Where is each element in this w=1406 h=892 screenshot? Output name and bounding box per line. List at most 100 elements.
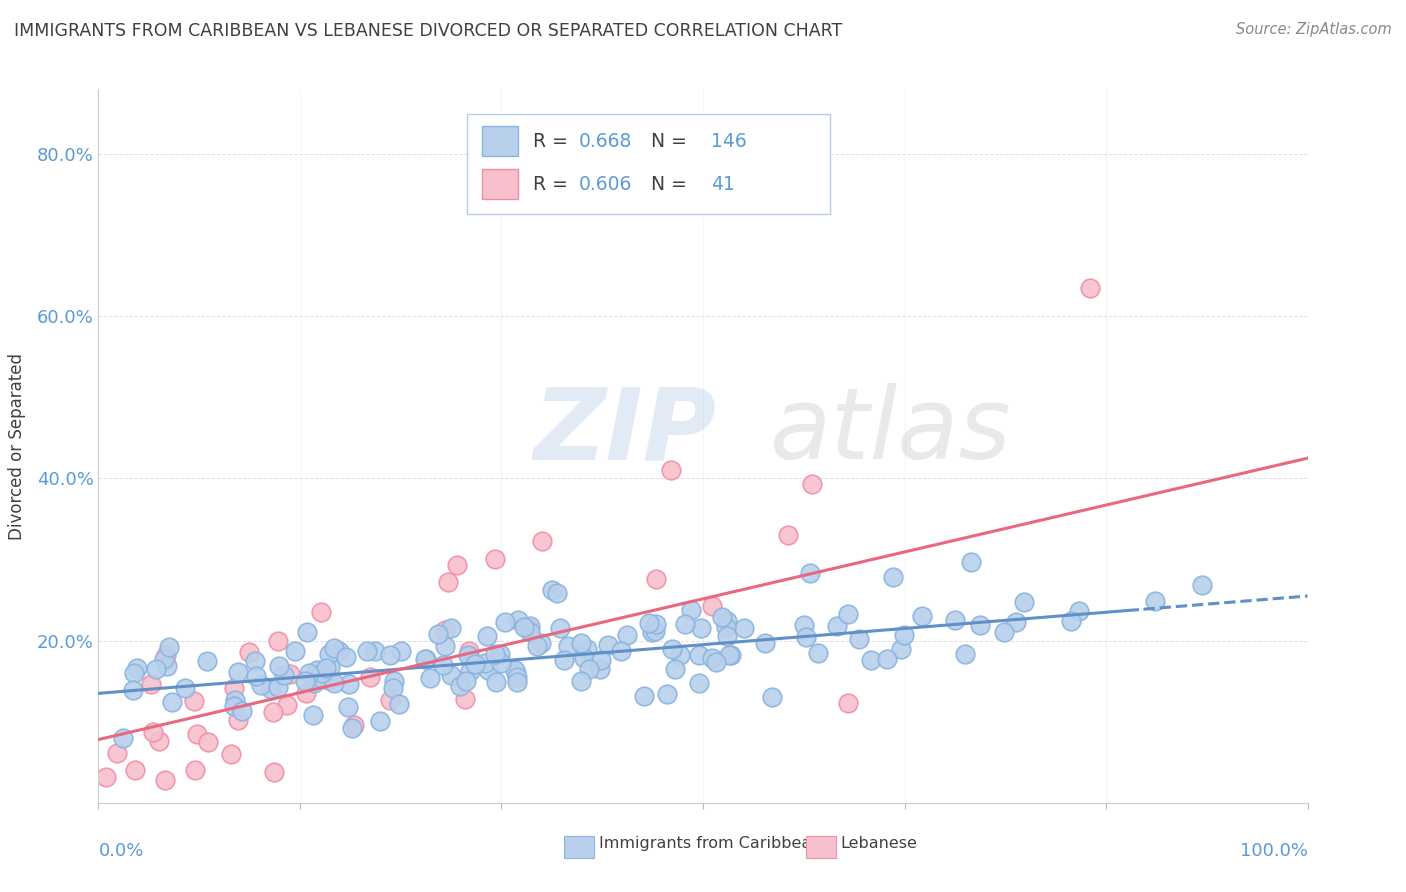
Point (142, 725, 165, 739)
Point (157, 640, 180, 654)
Point (1005, 615, 1028, 630)
Point (494, 615, 516, 629)
Point (183, 694, 205, 708)
Point (122, 683, 145, 698)
Point (733, 621, 755, 635)
Point (319, 659, 342, 673)
Point (548, 621, 571, 635)
Text: Source: ZipAtlas.com: Source: ZipAtlas.com (1236, 22, 1392, 37)
Point (506, 675, 529, 690)
Point (505, 666, 527, 681)
Point (557, 639, 579, 653)
Point (141, 677, 163, 691)
Point (485, 675, 508, 690)
Point (231, 704, 253, 718)
Point (262, 705, 284, 719)
Point (457, 648, 479, 662)
FancyBboxPatch shape (482, 127, 517, 156)
Point (702, 651, 724, 665)
Point (343, 718, 366, 732)
Point (519, 619, 541, 633)
Point (195, 654, 218, 668)
Point (688, 675, 710, 690)
Point (432, 658, 454, 673)
Point (610, 644, 633, 658)
Point (526, 639, 548, 653)
Text: R =: R = (533, 175, 574, 194)
Point (145, 662, 167, 676)
Point (153, 652, 176, 666)
Point (263, 764, 285, 779)
Point (1067, 604, 1090, 618)
Point (440, 621, 463, 635)
Point (882, 570, 904, 584)
Point (589, 653, 612, 667)
Point (222, 681, 245, 696)
Point (295, 686, 318, 700)
Point (572, 651, 595, 665)
Point (380, 648, 402, 662)
Point (717, 648, 740, 662)
Point (238, 645, 260, 659)
Point (673, 616, 696, 631)
Point (801, 477, 824, 491)
Point (475, 629, 498, 643)
Point (148, 734, 170, 748)
FancyBboxPatch shape (482, 169, 517, 199)
Point (943, 613, 966, 627)
Point (449, 679, 471, 693)
Point (716, 614, 738, 628)
Point (589, 662, 612, 676)
Point (664, 662, 686, 676)
Point (364, 644, 387, 658)
Point (127, 661, 149, 675)
Point (370, 714, 392, 729)
Point (315, 661, 337, 675)
Point (312, 673, 335, 687)
Point (529, 635, 551, 649)
Point (226, 665, 249, 679)
Text: Lebanese: Lebanese (841, 836, 918, 851)
Point (273, 668, 295, 682)
Point (669, 648, 692, 662)
Point (484, 552, 506, 566)
Point (437, 574, 460, 589)
Point (302, 707, 325, 722)
Text: 41: 41 (711, 175, 735, 194)
Point (356, 644, 378, 658)
Point (876, 651, 898, 665)
Point (94, 770, 117, 784)
Point (446, 558, 468, 572)
Point (269, 658, 291, 673)
Text: 146: 146 (711, 132, 747, 151)
Point (318, 673, 340, 688)
Point (337, 677, 360, 691)
Point (688, 648, 710, 662)
Point (340, 721, 363, 735)
Text: 100.0%: 100.0% (1240, 842, 1308, 860)
Point (378, 692, 401, 706)
Point (716, 620, 738, 634)
Text: IMMIGRANTS FROM CARIBBEAN VS LEBANESE DIVORCED OR SEPARATED CORRELATION CHART: IMMIGRANTS FROM CARIBBEAN VS LEBANESE DI… (14, 22, 842, 40)
Point (754, 636, 776, 650)
Point (540, 583, 562, 598)
FancyBboxPatch shape (564, 836, 595, 858)
Point (690, 621, 713, 635)
Point (720, 648, 742, 663)
Point (704, 656, 727, 670)
Point (776, 528, 799, 542)
Point (516, 620, 538, 634)
Point (250, 677, 273, 691)
Text: 0.0%: 0.0% (98, 842, 143, 860)
Point (655, 687, 678, 701)
Point (569, 674, 592, 689)
Point (489, 648, 512, 662)
Point (837, 696, 859, 710)
Text: 0.668: 0.668 (578, 132, 631, 151)
Point (336, 700, 359, 714)
Point (911, 608, 934, 623)
Point (245, 654, 267, 668)
Point (302, 676, 325, 690)
Text: atlas: atlas (769, 384, 1011, 480)
Point (700, 599, 723, 613)
